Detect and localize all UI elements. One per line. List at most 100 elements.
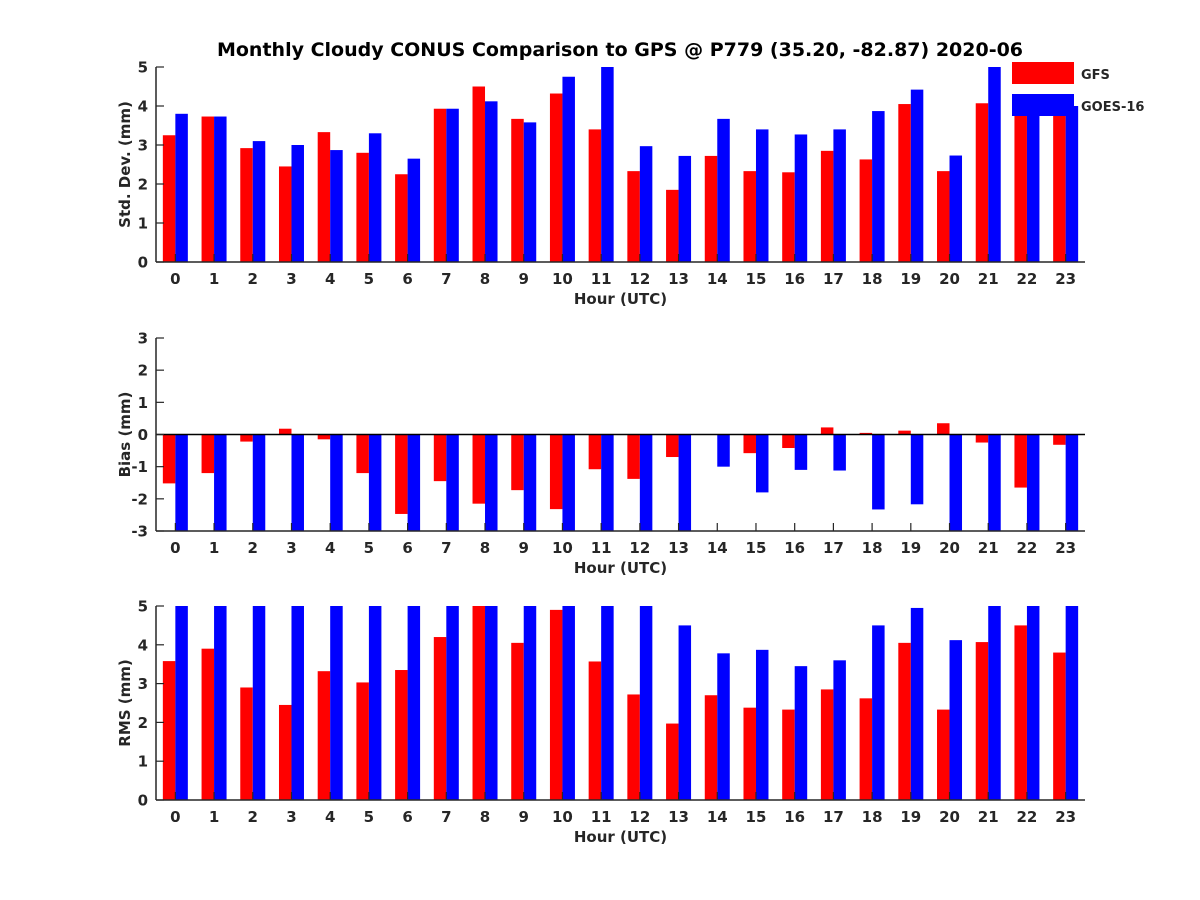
std-dev-bar-gfs-7: [433, 108, 447, 262]
std-dev-bar-goes16-7: [446, 108, 459, 262]
std-dev-bar-goes16-6: [407, 158, 421, 262]
std-dev-bar-goes16-22: [1026, 106, 1040, 262]
rms-bar-gfs-5: [356, 682, 369, 800]
bias-bar-gfs-10: [549, 434, 563, 510]
bias-bar-goes16-21: [988, 434, 1001, 531]
rms-x-tick-0: 0: [170, 808, 180, 826]
rms-x-tick-15: 15: [746, 808, 767, 826]
bias-bar-gfs-22: [1014, 434, 1027, 488]
rms-bar-gfs-21: [975, 642, 989, 800]
std-dev-y-tick-1: 1: [138, 215, 148, 233]
std-dev-bar-gfs-5: [356, 152, 369, 262]
bias-bar-goes16-0: [175, 434, 188, 531]
rms-x-tick-20: 20: [939, 808, 960, 826]
bias-bar-gfs-15: [743, 434, 756, 454]
rms-bar-goes16-23: [1065, 606, 1079, 800]
rms-bar-gfs-20: [937, 709, 950, 800]
bias-x-tick-1: 1: [209, 539, 219, 557]
rms-bar-gfs-22: [1014, 625, 1027, 800]
rms-bar-gfs-6: [395, 670, 408, 800]
chart-title: Monthly Cloudy CONUS Comparison to GPS @…: [217, 39, 1023, 61]
rms-x-tick-18: 18: [862, 808, 883, 826]
bias-bar-goes16-15: [755, 434, 769, 493]
bias-x-tick-0: 0: [170, 539, 180, 557]
rms-bar-gfs-16: [782, 709, 795, 800]
bias-bar-goes16-3: [291, 434, 304, 531]
rms-bar-goes16-8: [485, 606, 498, 800]
rms-bar-goes16-5: [368, 606, 382, 800]
bias-bar-goes16-16: [794, 434, 808, 470]
std-dev-bar-gfs-3: [278, 166, 292, 262]
bias-bar-goes16-17: [833, 434, 846, 471]
std-dev-x-tick-18: 18: [862, 270, 883, 288]
bias-x-tick-23: 23: [1055, 539, 1076, 557]
rms-x-tick-1: 1: [209, 808, 219, 826]
legend-swatch-goes16: [1012, 94, 1074, 116]
std-dev-x-tick-0: 0: [170, 270, 180, 288]
rms-bar-goes16-20: [949, 640, 963, 800]
rms-x-tick-14: 14: [707, 808, 728, 826]
std-dev-x-tick-15: 15: [746, 270, 767, 288]
std-dev-bar-goes16-2: [252, 141, 266, 262]
std-dev-bar-goes16-8: [485, 101, 498, 262]
rms-bar-gfs-9: [511, 642, 524, 800]
rms-bar-goes16-14: [717, 653, 730, 800]
rms-x-tick-11: 11: [591, 808, 612, 826]
std-dev-bar-goes16-5: [368, 133, 382, 262]
std-dev-bar-gfs-1: [201, 116, 215, 262]
std-dev-bar-gfs-20: [937, 171, 950, 262]
bias-bar-gfs-4: [317, 434, 331, 440]
bias-y-tick-0: 0: [138, 426, 148, 444]
rms-y-tick-1: 1: [138, 753, 148, 771]
rms-x-tick-21: 21: [978, 808, 999, 826]
bias-bar-gfs-21: [975, 434, 989, 443]
std-dev-bar-gfs-10: [549, 93, 563, 263]
bias-bar-gfs-7: [433, 434, 447, 482]
rms-bar-gfs-11: [588, 661, 602, 800]
std-dev-x-tick-16: 16: [784, 270, 805, 288]
rms-x-tick-7: 7: [441, 808, 451, 826]
bias-y-tick--3: -3: [131, 523, 148, 541]
std-dev-bar-gfs-15: [743, 171, 756, 262]
rms-x-tick-12: 12: [629, 808, 650, 826]
std-dev-bar-goes16-14: [717, 118, 730, 263]
std-dev-x-tick-3: 3: [286, 270, 296, 288]
rms-bar-goes16-17: [833, 660, 846, 800]
bias-y-tick-1: 1: [138, 394, 148, 412]
rms-bar-goes16-15: [755, 649, 769, 800]
std-dev-bar-goes16-23: [1065, 106, 1079, 262]
bias-x-tick-3: 3: [286, 539, 296, 557]
std-dev-x-tick-4: 4: [325, 270, 335, 288]
legend-swatch-gfs: [1012, 62, 1074, 84]
rms-bar-gfs-12: [627, 694, 640, 800]
std-dev-x-tick-17: 17: [823, 270, 844, 288]
bias-x-tick-9: 9: [519, 539, 529, 557]
std-dev-bar-goes16-21: [988, 67, 1001, 262]
bias-bar-gfs-18: [859, 432, 873, 435]
rms-x-tick-2: 2: [248, 808, 258, 826]
bias-bar-gfs-0: [162, 434, 176, 484]
bias-x-tick-16: 16: [784, 539, 805, 557]
rms-bar-goes16-21: [988, 606, 1001, 800]
std-dev-series-goes16: [175, 67, 1079, 263]
std-dev-x-tick-19: 19: [900, 270, 921, 288]
bias-bar-goes16-10: [562, 434, 575, 531]
rms-bar-gfs-8: [472, 606, 486, 800]
std-dev-x-axis-label: Hour (UTC): [574, 290, 667, 308]
std-dev-x-tick-13: 13: [668, 270, 689, 288]
bias-bar-gfs-6: [395, 434, 408, 514]
bias-x-tick-14: 14: [707, 539, 728, 557]
std-dev-x-tick-22: 22: [1017, 270, 1038, 288]
bias-bar-gfs-11: [588, 434, 602, 470]
rms-bar-goes16-10: [562, 606, 575, 800]
rms-bar-goes16-7: [446, 606, 459, 800]
rms-x-tick-17: 17: [823, 808, 844, 826]
std-dev-panel: 0 1 2 3 4 5 6 7 8 9 10 11 12 13 14 15 16 17 18 19 20 21 22 2301…: [116, 59, 1085, 308]
std-dev-bar-gfs-16: [782, 172, 795, 262]
bias-bar-goes16-14: [717, 434, 730, 467]
bias-x-tick-22: 22: [1017, 539, 1038, 557]
bias-bar-goes16-12: [639, 434, 653, 531]
rms-x-tick-23: 23: [1055, 808, 1076, 826]
bias-bar-gfs-5: [356, 434, 369, 474]
std-dev-bar-gfs-21: [975, 103, 989, 263]
